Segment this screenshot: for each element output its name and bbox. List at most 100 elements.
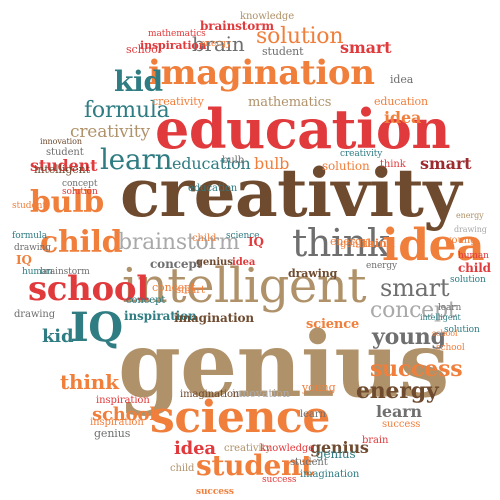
word-idea-3: idea	[384, 108, 422, 127]
word-think-3: think	[380, 159, 406, 170]
word-imagination-2: imagination	[180, 389, 240, 400]
word-bulb-2: bulb	[222, 155, 245, 166]
word-concept-4: concept	[126, 295, 166, 306]
word-innovation-2: innovation	[232, 387, 290, 400]
word-creativity: creativity	[70, 122, 150, 142]
word-imagination-primary: imagination	[148, 53, 375, 93]
word-concept-primary: concept	[370, 298, 457, 323]
word-intelligent: intelligent	[34, 163, 90, 176]
word-intelligent-2: intelligent	[420, 313, 461, 322]
word-kid-primary: kid	[114, 65, 163, 98]
word-genius: genius	[310, 438, 369, 457]
word-drawing-2: drawing	[14, 309, 56, 320]
word-idea-primary: idea	[382, 220, 485, 271]
word-bulb: bulb	[254, 154, 290, 173]
word-school-4: school	[436, 343, 465, 353]
word-think-primary: think	[292, 221, 390, 265]
word-creativity-3: creativity	[224, 443, 271, 454]
word-iq: IQ	[248, 235, 264, 249]
word-inspiration-4: inspiration	[90, 417, 144, 428]
word-energy-2: energy	[330, 235, 368, 248]
word-science-2: science	[226, 231, 260, 241]
word-solution-primary: solution	[256, 24, 344, 49]
word-school-primary: school	[28, 269, 149, 309]
word-solution: solution	[322, 159, 370, 173]
word-smart-primary: smart	[380, 274, 450, 302]
word-genius-5: genius	[340, 239, 373, 250]
word-education-2: education	[374, 95, 429, 108]
word-science: science	[306, 317, 360, 332]
word-brainstorm: brainstorm	[200, 19, 274, 33]
word-imagination-3: imagination	[300, 469, 360, 480]
word-idea-2: idea	[390, 73, 414, 86]
word-solution-4: solution	[450, 275, 486, 285]
word-student-3: student	[46, 147, 84, 158]
word-genius-primary: genius	[118, 312, 449, 418]
word-young-primary: young	[372, 324, 446, 350]
word-energy: energy	[200, 39, 232, 49]
word-student: student	[30, 156, 98, 175]
word-child: child	[458, 261, 491, 275]
word-intelligent-primary: intelligent	[122, 258, 367, 314]
word-brain: brain	[362, 435, 389, 446]
word-inspiration-3: inspiration	[96, 395, 150, 406]
word-drawing-4: drawing	[454, 225, 487, 234]
word-mathematics: mathematics	[148, 29, 206, 39]
word-learn-primary: learn	[100, 143, 173, 176]
word-mathematics-primary: mathematics	[248, 95, 332, 110]
word-idea-4: idea	[232, 257, 256, 268]
word-solution-2: solution	[62, 187, 98, 197]
word-human: human	[22, 267, 53, 277]
word-bulb-primary: bulb	[30, 185, 104, 220]
word-brainstorm-2: brainstorm	[40, 267, 90, 277]
word-genius-2: genius	[94, 427, 131, 440]
word-child-2: child	[170, 463, 195, 474]
word-child-primary: child	[40, 225, 123, 260]
word-child-3: child	[192, 233, 217, 244]
word-think-2: think	[362, 237, 395, 250]
word-creativity-4: creativity	[340, 149, 383, 159]
word-brain-primary: brain	[192, 32, 245, 56]
word-energy-4: energy	[366, 261, 398, 271]
word-school-3: school	[432, 329, 458, 338]
word-genius-3: genius	[316, 447, 356, 461]
word-smart-3: smart	[176, 285, 205, 296]
word-learn-2: learn	[300, 409, 326, 420]
word-think: think	[60, 370, 119, 394]
word-knowledge: knowledge	[240, 11, 295, 22]
word-drawing: drawing	[14, 243, 51, 253]
word-drawing-3: drawing	[288, 267, 338, 280]
word-concept: concept	[62, 179, 98, 189]
word-imagination: imagination	[174, 311, 254, 325]
word-energy-3: energy	[456, 211, 484, 220]
word-inspiration: inspiration	[140, 39, 207, 52]
word-inspiration-2: inspiration	[124, 309, 197, 323]
word-knowledge-2: knowledge	[260, 443, 315, 454]
word-education-primary: education	[155, 97, 451, 161]
word-student-5: student	[290, 457, 328, 468]
word-iq-primary: IQ	[70, 304, 123, 351]
word-genius-4: genius	[196, 257, 233, 268]
word-education: education	[172, 154, 251, 173]
word-creativity-2: creativity	[152, 95, 204, 108]
word-learn: learn	[376, 402, 422, 421]
word-formula-primary: formula	[84, 98, 170, 123]
word-success-primary: success	[370, 356, 463, 382]
word-idea: idea	[174, 438, 216, 459]
word-student-4: student	[12, 201, 46, 211]
word-young-2: young	[446, 235, 477, 246]
word-iq-2: IQ	[16, 253, 32, 267]
word-young: young	[302, 381, 336, 394]
word-creativity-primary: creativity	[120, 154, 462, 232]
word-formula: formula	[12, 231, 47, 241]
word-brainstorm-primary: brainstorm	[118, 230, 240, 255]
word-kid: kid	[42, 326, 74, 347]
word-energy-primary: energy	[356, 378, 439, 404]
word-school: school	[92, 404, 156, 425]
word-innovation: innovation	[40, 137, 82, 146]
word-smart: smart	[340, 38, 392, 57]
word-student-2: student	[262, 45, 304, 58]
word-success-3: success	[382, 419, 421, 430]
word-education-3: education	[188, 183, 238, 194]
